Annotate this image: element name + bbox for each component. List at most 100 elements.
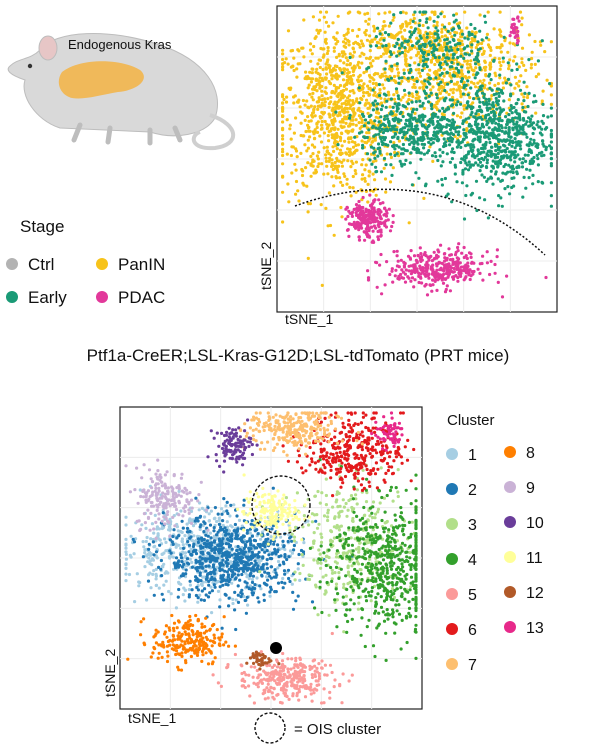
point-PanIN: [530, 56, 534, 61]
point-2: [251, 591, 256, 595]
point-PanIN: [404, 53, 408, 58]
point-PanIN: [310, 143, 314, 147]
point-PanIN: [488, 67, 492, 71]
point-Early: [423, 44, 427, 49]
point-PanIN: [373, 37, 377, 41]
point-PDAC: [430, 259, 434, 263]
point-Early: [490, 88, 494, 92]
point-1: [146, 560, 150, 564]
point-PDAC: [357, 235, 361, 239]
top-chart: tSNE_1 tSNE_2: [258, 5, 558, 327]
point-2: [235, 530, 239, 535]
point-PanIN: [513, 86, 517, 90]
point-PanIN: [316, 164, 320, 169]
point-PanIN: [341, 117, 345, 122]
point-Early: [450, 48, 454, 52]
point-PanIN: [494, 74, 498, 78]
point-Early: [441, 106, 445, 110]
point-PDAC: [467, 273, 471, 277]
point-2: [291, 607, 296, 611]
point-Early: [487, 117, 491, 121]
point-PanIN: [393, 63, 397, 67]
point-PanIN: [393, 34, 397, 38]
point-1: [183, 551, 187, 555]
point-PanIN: [464, 76, 468, 80]
point-Early: [421, 118, 425, 122]
point-Early: [500, 126, 504, 130]
point-Early: [453, 43, 457, 47]
figure-caption: Ptf1a-CreER;LSL-Kras-G12D;LSL-tdTomato (…: [87, 346, 510, 365]
point-Early: [448, 132, 452, 136]
point-PDAC: [450, 270, 454, 274]
point-PDAC: [443, 290, 448, 294]
point-2: [226, 538, 230, 542]
point-PanIN: [364, 56, 369, 60]
point-PanIN: [508, 58, 512, 62]
point-Early: [419, 151, 423, 155]
point-Early: [473, 122, 477, 127]
point-PDAC: [457, 242, 461, 246]
point-Early: [450, 60, 454, 65]
point-PanIN: [382, 52, 386, 56]
point-PanIN: [488, 62, 492, 66]
point-PDAC: [419, 258, 423, 262]
point-PanIN: [320, 283, 324, 287]
point-PanIN: [366, 106, 370, 110]
point-PanIN: [366, 182, 370, 186]
point-1: [245, 575, 249, 579]
point-2: [249, 557, 253, 561]
point-PanIN: [317, 162, 321, 166]
point-PanIN: [395, 32, 400, 36]
point-PanIN: [346, 147, 350, 151]
point-2: [196, 588, 200, 592]
point-PanIN: [289, 153, 293, 158]
point-Early: [514, 140, 518, 144]
point-PanIN: [378, 29, 382, 33]
point-2: [256, 532, 260, 536]
point-Early: [486, 216, 490, 220]
point-Early: [521, 125, 525, 130]
point-PanIN: [308, 42, 313, 46]
point-2: [247, 549, 251, 553]
point-PDAC: [472, 269, 476, 274]
point-2: [266, 578, 270, 582]
point-PDAC: [409, 279, 413, 283]
point-Early: [400, 41, 404, 45]
point-PanIN: [366, 11, 370, 15]
point-PanIN: [306, 146, 310, 150]
point-Early: [515, 120, 519, 124]
point-Early: [477, 97, 481, 101]
point-PDAC: [431, 278, 435, 282]
point-PanIN: [320, 84, 324, 89]
point-PanIN: [345, 68, 349, 72]
point-2: [187, 595, 191, 599]
point-PanIN: [362, 90, 366, 95]
point-PDAC: [393, 274, 397, 278]
point-Early: [434, 112, 438, 116]
point-Early: [510, 111, 514, 115]
point-PanIN: [442, 15, 446, 19]
point-PanIN: [326, 49, 330, 53]
point-PDAC: [442, 272, 446, 276]
point-Early: [462, 217, 467, 221]
point-Early: [427, 76, 431, 80]
point-PanIN: [324, 153, 328, 157]
point-PanIN: [382, 166, 386, 170]
point-PanIN: [322, 15, 326, 19]
point-Early: [397, 145, 401, 149]
point-2: [191, 544, 195, 549]
point-Early: [422, 152, 426, 156]
point-Early: [444, 125, 448, 129]
point-PDAC: [516, 38, 520, 42]
point-Early: [392, 13, 396, 17]
point-PanIN: [372, 93, 376, 97]
point-PanIN: [283, 61, 287, 65]
point-2: [168, 538, 172, 542]
point-Early: [522, 99, 526, 103]
point-PDAC: [508, 34, 512, 38]
point-PanIN: [346, 59, 350, 63]
point-1: [149, 537, 153, 541]
point-PanIN: [371, 139, 375, 144]
point-PanIN: [407, 79, 411, 83]
point-1: [268, 594, 272, 598]
